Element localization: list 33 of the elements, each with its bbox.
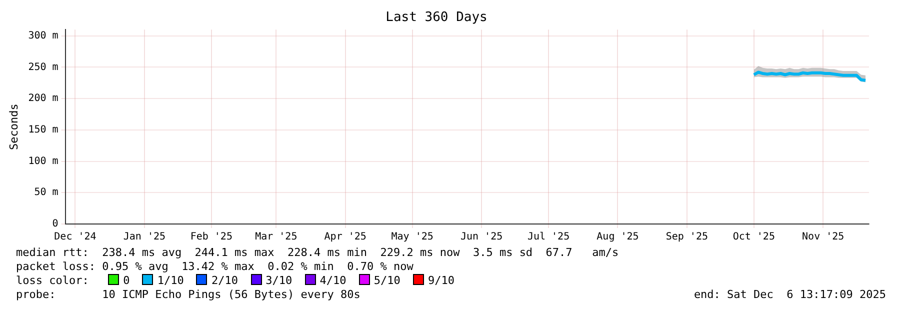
y-axis-title: Seconds [7,104,20,150]
legend-label: 9/10 [428,274,454,287]
x-tick-label: May '25 [391,232,434,243]
x-tick-label: Oct '25 [732,232,775,243]
legend-title: loss color: [16,274,89,287]
x-tick-label: Jul '25 [527,232,570,243]
y-tick-label: 300 m [28,30,58,42]
legend-label: 4/10 [320,274,346,287]
y-tick-label: 50 m [34,187,58,198]
x-tick-label: Mar '25 [255,232,298,243]
x-tick-label: Sep '25 [666,232,708,243]
text: probe: 10 ICMP Echo Pings (56 Bytes) every 80s [16,288,360,301]
y-tick-label: 150 m [28,124,58,136]
x-tick-label: Apr '25 [324,232,366,243]
x-tick-label: Jun '25 [460,232,503,243]
legend-label: 2/10 [211,274,238,287]
y-tick-label: 250 m [28,62,58,73]
x-tick-label: Jan '25 [123,232,166,243]
legend-label: 1/10 [157,274,184,287]
x-tick-label: Feb '25 [190,232,232,243]
x-tick-label: Aug '25 [596,232,639,243]
y-tick-label: 100 m [28,156,58,167]
text: end: Sat Dec 6 13:17:09 2025 [694,288,886,302]
y-tick-label: 0 [52,218,58,230]
legend-label: 5/10 [374,274,400,287]
x-tick-label: Dec '24 [54,232,96,243]
text: median rtt: 238.4 ms avg 244.1 ms max 228.4 ms min 229.2 ms now 3.5 ms sd 67.7 am/s [16,246,620,260]
legend-label: 3/10 [266,274,292,287]
y-tick-label: 200 m [28,93,58,104]
chart-title: Last 360 Days [386,10,488,26]
legend-label: 0 [123,274,130,287]
text: packet loss: 0.95 % avg 13.42 % max 0.02 % min 0.70 % now [16,260,414,274]
x-tick-label: Nov '25 [802,232,844,243]
